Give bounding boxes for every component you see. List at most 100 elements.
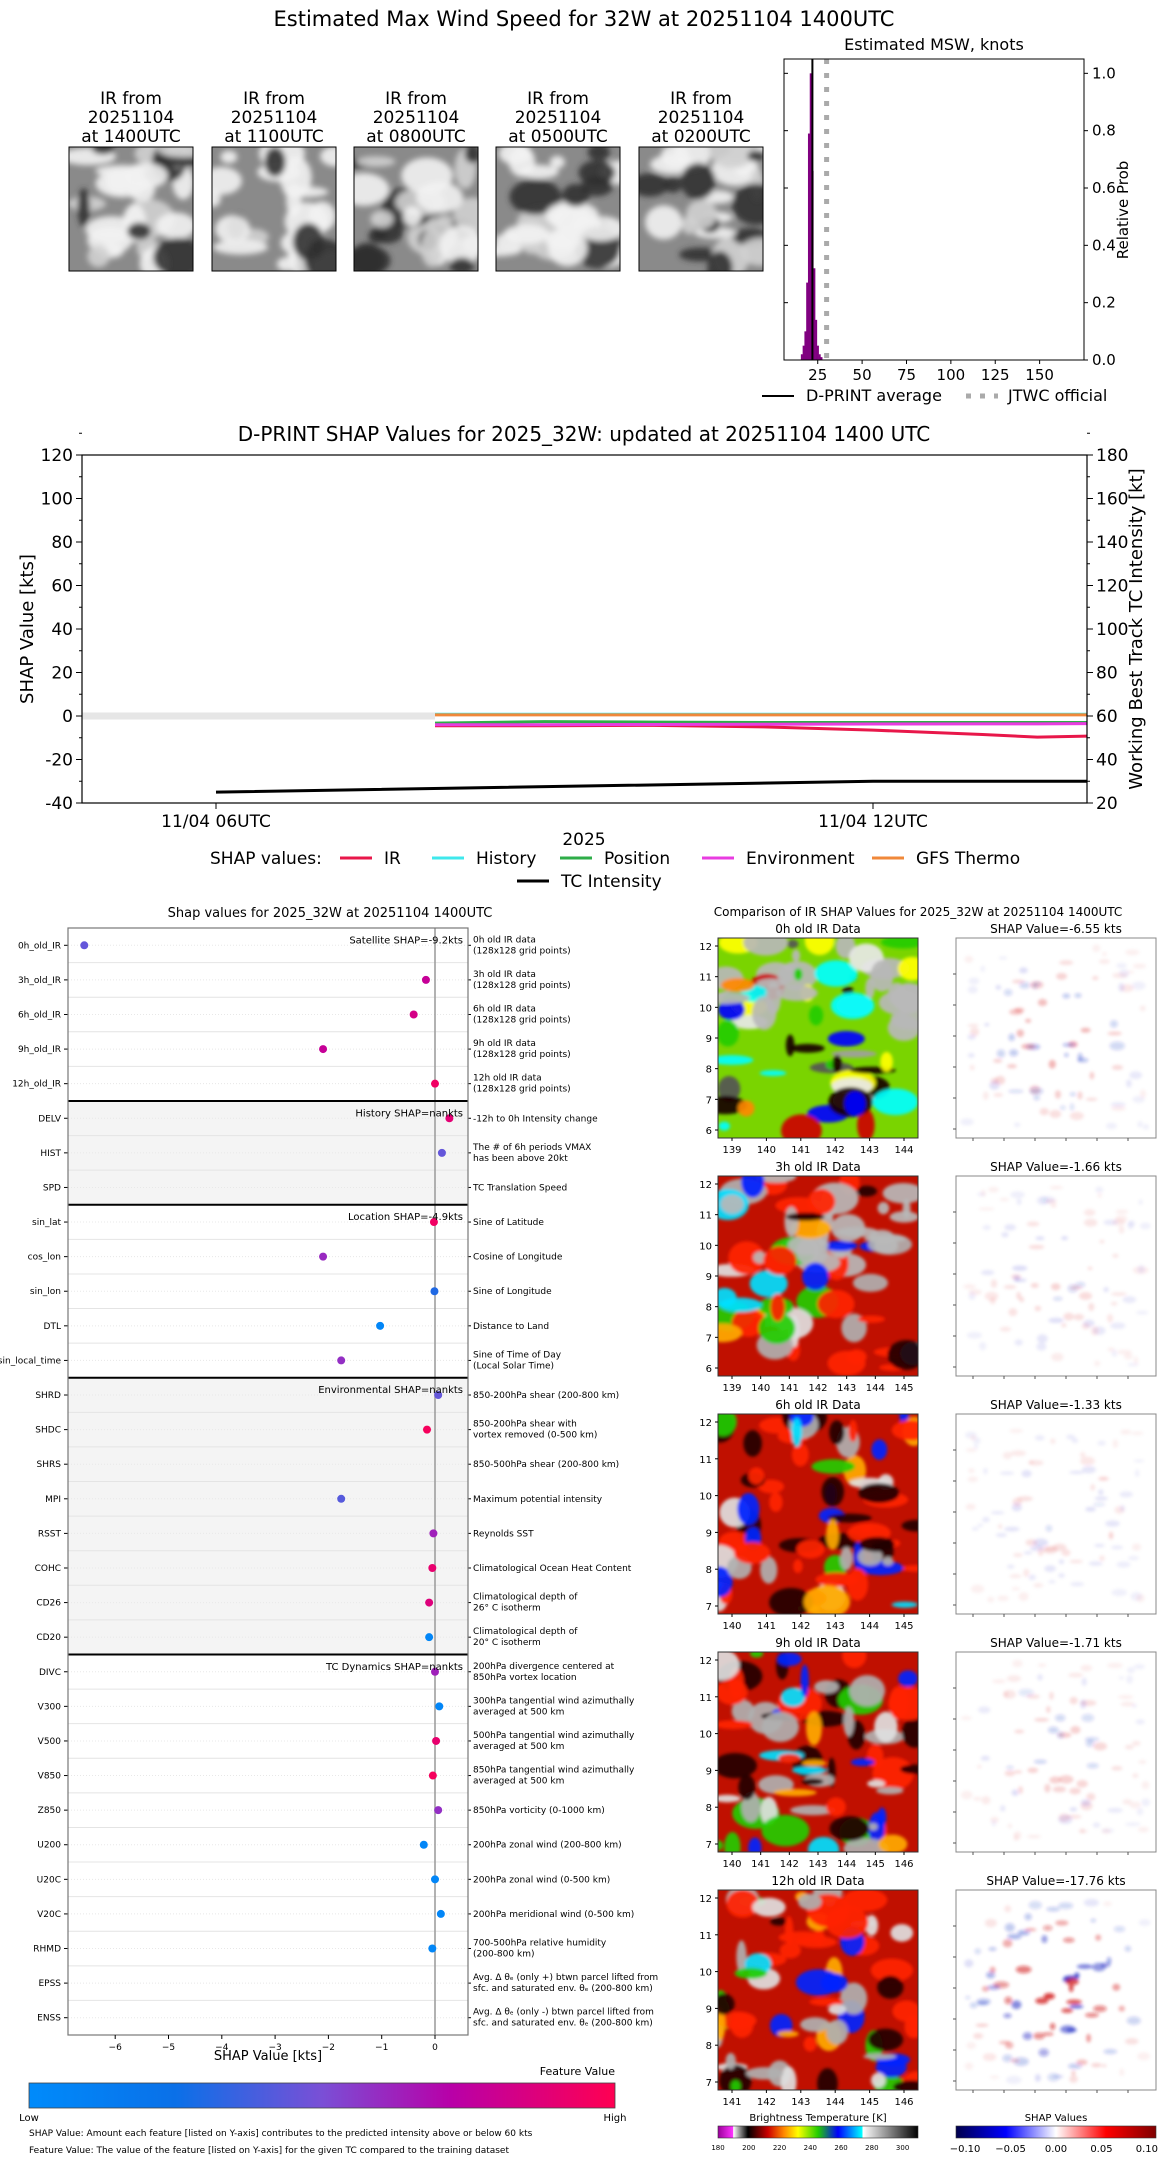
shap-blob	[997, 1595, 1009, 1602]
shap-blob	[988, 1186, 999, 1193]
ir-blob	[787, 939, 799, 949]
longitude-tick-label: 143	[791, 2097, 810, 2108]
shap-blob	[1011, 1587, 1021, 1591]
longitude-tick-label: 142	[780, 1859, 799, 1870]
bt-tick-label: 260	[834, 2144, 847, 2152]
shap-blob	[1034, 1718, 1049, 1722]
ir-blob	[769, 1492, 783, 1513]
ir-blob	[882, 1556, 894, 1566]
ir-blob	[811, 1459, 856, 1474]
thumbnail-image	[354, 147, 478, 271]
y-right-tick-label: 160	[1096, 490, 1128, 510]
shap-blob	[1098, 959, 1111, 964]
ir-blob	[718, 1414, 737, 1437]
shap-blob	[1047, 2073, 1060, 2082]
ir-blob	[718, 1121, 730, 1131]
shap-blob	[1016, 1198, 1022, 1206]
shap-blob	[1007, 1823, 1013, 1829]
x-axis-label: 2025	[562, 830, 605, 850]
shap-blob	[1083, 1209, 1096, 1216]
shap-blob	[1077, 1091, 1083, 1100]
shap-blob	[1139, 1222, 1151, 1230]
shap-blob	[1008, 1308, 1018, 1317]
shap-blob	[1105, 1520, 1120, 1527]
zero-band	[82, 712, 435, 720]
ir-blob	[718, 1652, 740, 1681]
shap-blob	[1133, 1356, 1139, 1365]
ir-blob	[790, 1805, 836, 1816]
feature-name: COHC	[35, 1564, 61, 1574]
ir-blob	[763, 1246, 797, 1275]
ir-blob	[743, 938, 788, 956]
group-shap-label: TC Dynamics SHAP=nankts	[325, 1662, 463, 1673]
longitude-tick-label: 140	[722, 1621, 741, 1632]
shap-blob	[1061, 1323, 1067, 1328]
colorbar-title: Feature Value	[540, 2065, 616, 2078]
latitude-tick-label: 6	[706, 1126, 712, 1137]
ir-blob	[840, 1982, 868, 2015]
thumbnail-time: at 1400UTC	[81, 127, 180, 147]
shap-blob	[1132, 1095, 1145, 1103]
cloud	[680, 162, 716, 200]
shap-blob	[973, 1796, 982, 1801]
comparison-row: 9h old IR Data SHAP Value=-1.71 kts 140 141…	[699, 1636, 1157, 1870]
ir-blob	[758, 1775, 794, 1794]
ir-blob	[806, 1711, 822, 1746]
histogram-bar	[820, 357, 823, 360]
shap-blob	[1012, 1497, 1023, 1506]
feature-description: Climatological Ocean Heat Content	[473, 1564, 632, 1574]
shap-blob	[986, 1971, 996, 1979]
feature-description: Avg. Δ θₑ (only -) btwn parcel lifted fr…	[473, 2008, 654, 2018]
shap-tick-label: −0.05	[995, 2144, 1026, 2155]
shap-blob	[1101, 1828, 1111, 1834]
histogram-title: Estimated MSW, knots	[844, 35, 1024, 54]
ir-blob	[817, 1289, 855, 1319]
feature-name: 6h_old_IR	[18, 1010, 61, 1020]
ir-blob	[718, 2008, 726, 2041]
latitude-tick-label: 12	[699, 942, 712, 953]
shap-blob	[1118, 982, 1125, 992]
series-line-environment	[435, 722, 1087, 727]
shap-blob	[989, 1081, 1000, 1090]
x-tick-label: −5	[162, 2043, 175, 2053]
latitude-tick-label: 7	[706, 2078, 712, 2089]
shap-blob	[995, 1533, 1008, 1538]
ir-blob	[848, 1419, 858, 1442]
shap-blob	[1135, 1719, 1145, 1725]
shap-blob	[1029, 1087, 1044, 1095]
longitude-tick-label: 143	[837, 1383, 856, 1394]
feature-description: Sine of Longitude	[473, 1287, 552, 1297]
histogram-bar	[807, 133, 811, 360]
latitude-tick-label: 11	[699, 1931, 712, 1942]
feature-name: U20C	[37, 1875, 61, 1885]
thumbnail-date: 20251104	[373, 108, 460, 128]
cloud	[213, 239, 268, 255]
longitude-tick-label: 142	[826, 1145, 845, 1156]
ir-image	[718, 1414, 918, 1614]
feature-description: 200hPa divergence centered at	[473, 1662, 615, 1672]
cloud	[354, 173, 390, 206]
latitude-tick-label: 8	[706, 1303, 712, 1314]
ir-blob	[720, 1194, 744, 1214]
ir-blob	[785, 1212, 825, 1221]
feature-description: 12h old IR data	[473, 1074, 542, 1084]
shap-blob	[1074, 993, 1082, 998]
cloud	[123, 162, 168, 189]
shap-blob	[1033, 1759, 1047, 1764]
shap-blob	[1050, 1438, 1056, 1445]
y-tick-label: 0	[62, 707, 73, 727]
y-right-tick-label: 40	[1096, 751, 1118, 771]
shap-blob	[973, 2032, 984, 2040]
shap-blob	[978, 1207, 995, 1211]
shap-blob	[1037, 1196, 1049, 1205]
x-axis-label: SHAP Value [kts]	[214, 2049, 322, 2064]
shap-blob	[1103, 1287, 1109, 1293]
x-tick-label: 11/04 12UTC	[818, 812, 928, 832]
ir-shap-comparison: Comparison of IR SHAP Values for 2025_32…	[699, 905, 1158, 2155]
feature-shap-dot	[423, 1425, 432, 1434]
shap-frame	[955, 937, 1157, 1139]
ir-blob	[826, 1797, 846, 1817]
shap-blob	[1118, 2005, 1125, 2012]
ir-blob	[900, 1764, 918, 1774]
shap-blob	[1086, 1793, 1096, 1801]
